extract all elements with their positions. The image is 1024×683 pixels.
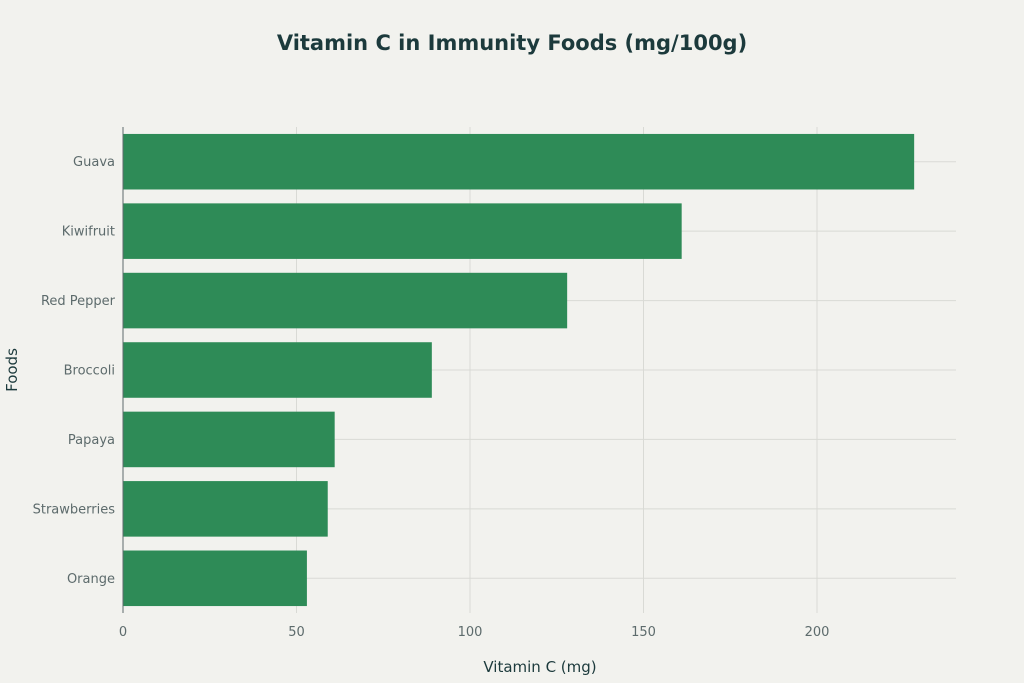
bars [123,133,915,607]
bar-guava [123,133,915,190]
x-tick-label: 200 [805,625,830,640]
x-tick-label: 150 [631,625,656,640]
bar-strawberries [123,481,328,537]
bar-papaya [123,411,335,468]
y-tick-label: Strawberries [33,502,116,517]
y-tick-label: Orange [67,572,115,587]
chart-title: Vitamin C in Immunity Foods (mg/100g) [277,31,747,55]
x-axis-title: Vitamin C (mg) [483,658,596,676]
y-tick-labels: Guava Kiwifruit Red Pepper Broccoli Papaya St… [33,155,116,587]
y-tick-label: Papaya [68,433,115,448]
x-tick-label: 100 [458,625,483,640]
bar-red-pepper [123,272,568,329]
bar-orange [123,550,307,607]
y-tick-label: Kiwifruit [62,225,115,240]
x-tick-labels: 0 50 100 150 200 [119,625,830,640]
x-tick-label: 50 [288,625,305,640]
x-tick-label: 0 [119,625,127,640]
bar-broccoli [123,342,432,398]
y-tick-label: Red Pepper [41,294,116,309]
y-axis-title: Foods [3,348,21,392]
y-tick-label: Guava [73,155,115,170]
y-tick-label: Broccoli [64,364,115,379]
bar-kiwifruit [123,203,682,259]
